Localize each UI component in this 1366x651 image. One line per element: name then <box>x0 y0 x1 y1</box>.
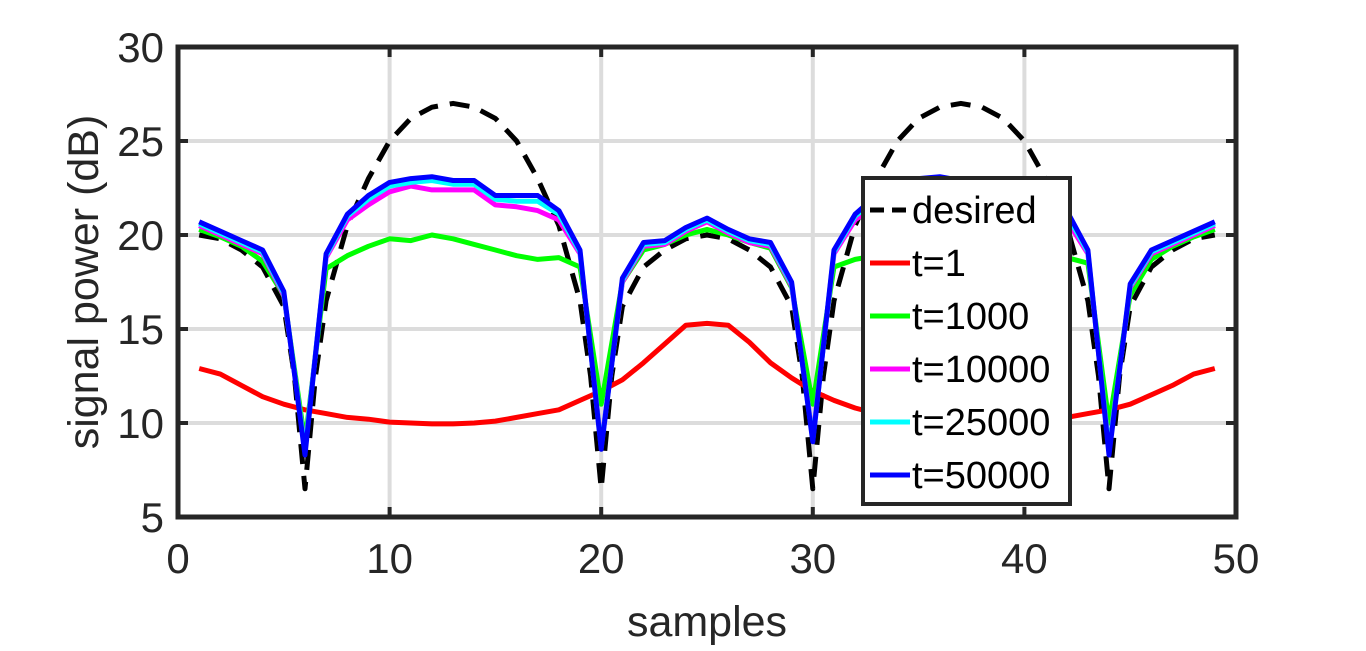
legend-label: t=1 <box>912 243 966 285</box>
x-tick-label: 0 <box>166 535 189 582</box>
y-tick-label: 15 <box>117 306 164 353</box>
legend: desired t=1 t=1000 t=10000 t=25000 t=50000 <box>861 176 1072 506</box>
y-axis-label: signal power (dB) <box>60 115 108 450</box>
legend-label: t=50000 <box>912 455 1050 497</box>
x-tick-label: 50 <box>1213 535 1260 582</box>
legend-label: desired <box>912 190 1037 232</box>
y-tick-label: 5 <box>141 494 164 541</box>
plot-frame <box>175 44 1239 520</box>
x-tick-labels: 0 10 20 30 40 50 <box>166 535 1259 582</box>
x-tick-label: 20 <box>578 535 625 582</box>
tick-marks <box>176 45 1238 519</box>
x-tick-label: 30 <box>789 535 836 582</box>
y-tick-label: 10 <box>117 400 164 447</box>
y-tick-label: 25 <box>117 118 164 165</box>
x-axis-label: samples <box>627 598 787 646</box>
y-tick-label: 30 <box>117 24 164 71</box>
y-tick-labels: 5 10 15 20 25 30 <box>117 24 164 541</box>
legend-label: t=1000 <box>912 296 1029 338</box>
legend-box <box>861 176 1072 506</box>
legend-label: t=10000 <box>912 349 1050 391</box>
x-tick-label: 10 <box>366 535 413 582</box>
x-tick-label: 40 <box>1001 535 1048 582</box>
y-tick-label: 20 <box>117 212 164 259</box>
legend-label: t=25000 <box>912 402 1050 444</box>
plot-area <box>178 47 1236 517</box>
